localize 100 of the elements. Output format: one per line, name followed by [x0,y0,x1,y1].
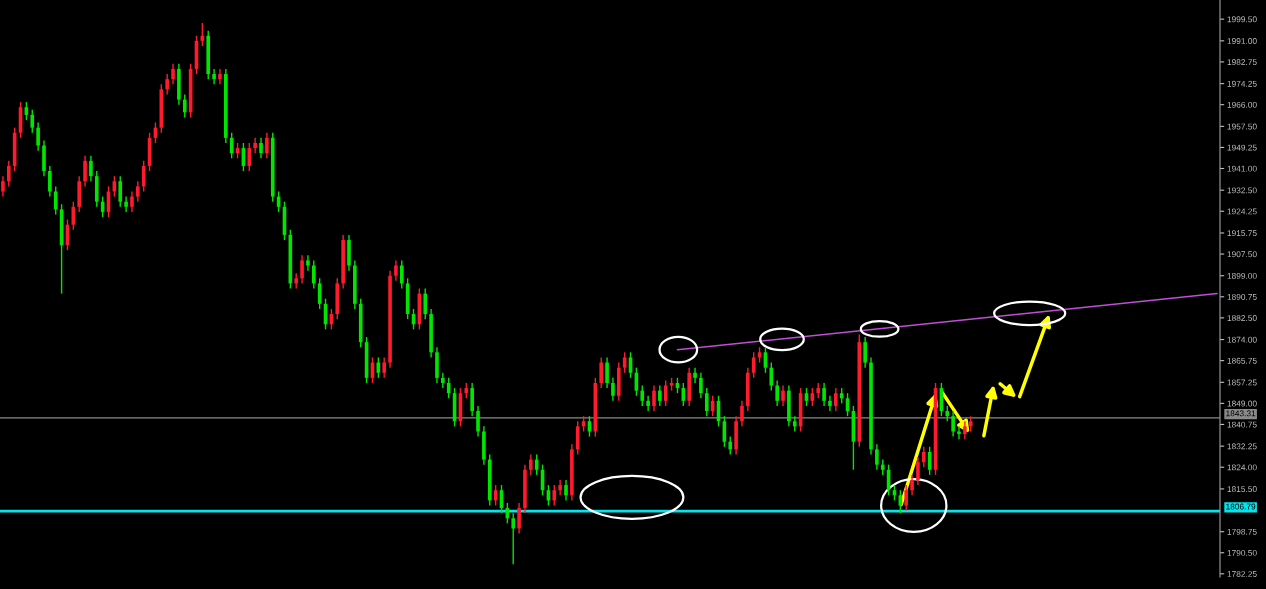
candlestick [658,384,662,407]
candlestick [53,185,58,216]
candlestick [575,420,580,456]
y-tick-label: 1865.75 [1227,357,1257,364]
candlestick [394,259,398,282]
candlestick [1,175,5,198]
y-tick-label: 1957.50 [1227,123,1257,130]
candlestick [218,68,222,85]
y-tick-label: 1832.25 [1227,443,1257,450]
candlestick [165,73,169,96]
candlestick [6,160,11,188]
y-tick-label: 1874.00 [1227,336,1257,343]
ref-line-label: 1843.31 [1226,410,1256,417]
candlestick [828,395,832,412]
candlestick [517,502,521,535]
candlestick [863,336,867,369]
y-tick-label: 1941.00 [1227,165,1257,172]
y-tick-label: 1974.25 [1227,80,1257,87]
y-tick-label: 1849.00 [1227,400,1257,407]
y-tick-label: 1790.50 [1227,549,1257,556]
candlestick [182,93,187,119]
candlestick [441,372,445,389]
candlestick [921,446,926,468]
candlestick [511,512,516,565]
candlestick [552,484,557,507]
candlestick [71,200,76,231]
y-tick-label: 1857.25 [1227,379,1257,386]
y-tick-label: 1840.75 [1227,421,1257,428]
candlestick [740,400,744,428]
candlestick [875,443,879,471]
candlestick [611,377,615,402]
candlestick [652,384,656,412]
y-tick-label: 1782.25 [1227,571,1257,577]
candlestick [306,254,310,272]
candlestick [529,453,533,476]
candlestick [904,484,909,512]
y-tick-label: 1949.25 [1227,144,1257,151]
candlestick [229,132,234,159]
candlestick [822,382,826,407]
candlestick [699,372,703,399]
candlestick [681,382,686,407]
candlestick [376,356,381,379]
y-tick-label: 1815.50 [1227,486,1257,493]
candlestick [36,121,40,152]
candlestick [212,68,216,85]
candlestick [781,384,785,407]
y-tick-label: 1890.75 [1227,294,1257,300]
candlestick [136,180,140,203]
candlestick [751,351,756,379]
candlestick [300,254,304,285]
candlestick [247,142,252,172]
candlestick [704,387,709,417]
candlestick [265,132,269,159]
candlestick [141,160,146,193]
candlestick [48,165,52,198]
y-tick-label: 1932.50 [1227,187,1257,194]
candlestick [171,63,175,85]
candlestick [259,137,263,159]
y-tick-label: 1824.00 [1227,464,1257,471]
candlestick [558,479,562,496]
y-tick-label: 1899.00 [1227,272,1257,279]
candlestick [775,379,779,407]
y-tick-label: 1798.75 [1227,528,1257,535]
y-tick-label: 1882.50 [1227,315,1257,321]
y-tick-label: 1915.75 [1227,230,1257,237]
candlestick [663,379,668,407]
candlestick [30,109,35,134]
candlestick [951,410,955,438]
candlestick [957,425,961,440]
candlestick [476,405,480,438]
candlestick [89,155,93,182]
candlestick [399,259,404,290]
y-tick-label: 1982.75 [1227,59,1257,66]
candlestick [564,479,568,502]
candlestick [446,377,451,399]
candlestick [124,195,128,213]
candlestick [470,382,474,417]
candlestick [599,356,604,389]
candlestick [534,453,539,476]
candlestick [118,175,123,208]
candlestick [646,395,650,412]
candlestick [769,361,774,392]
y-tick-label: 1924.25 [1227,208,1257,215]
candlestick [605,356,609,389]
candlestick [423,287,428,320]
y-tick-label: 1966.00 [1227,101,1257,108]
y-tick-label: 1907.50 [1227,251,1257,258]
candlestick [382,356,386,379]
candlestick [640,384,645,407]
candlestick [130,190,134,213]
candlestick [83,155,87,188]
candlestick [253,137,257,154]
candlestick [916,456,920,486]
candlestick [693,366,697,384]
candlestick [834,387,838,412]
ref-line-label: 1806.79 [1226,503,1256,510]
y-tick-label: 1991.00 [1227,38,1257,44]
candlestick [311,259,316,290]
y-tick-label: 1999.50 [1227,16,1257,23]
candlestick [910,474,914,496]
